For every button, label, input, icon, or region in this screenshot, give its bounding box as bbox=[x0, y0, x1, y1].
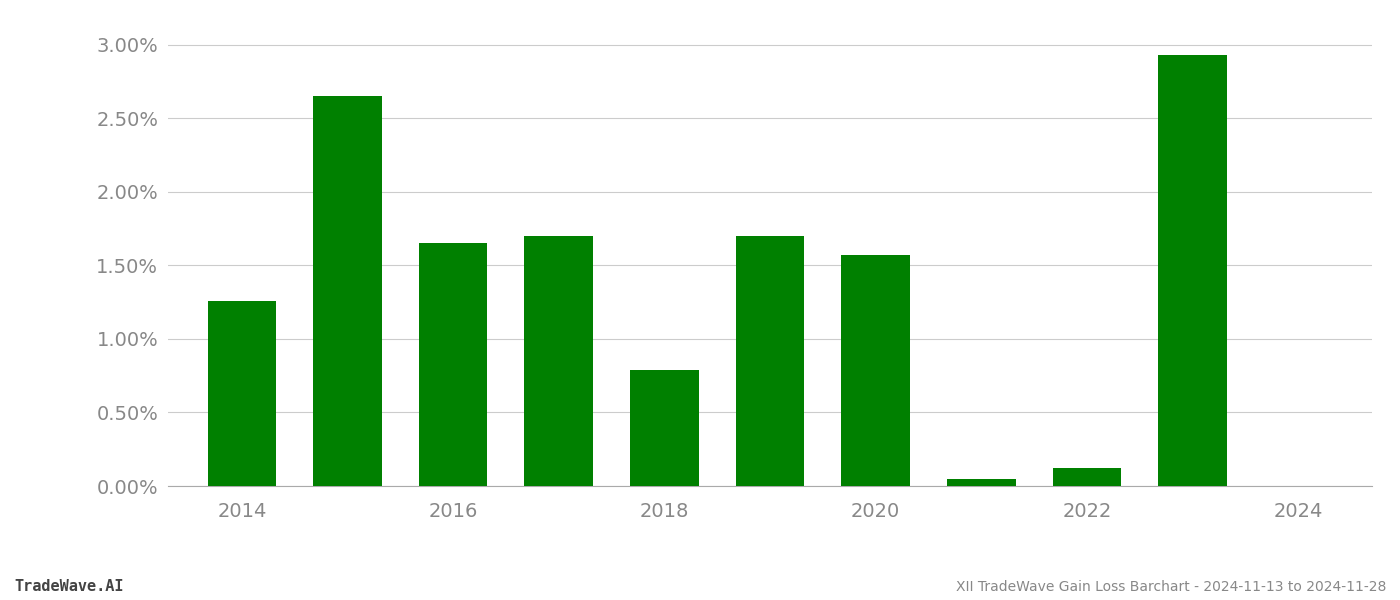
Bar bbox=[630, 370, 699, 486]
Bar bbox=[1158, 55, 1226, 486]
Bar bbox=[1053, 468, 1121, 486]
Bar bbox=[419, 243, 487, 486]
Bar bbox=[207, 301, 276, 486]
Text: XII TradeWave Gain Loss Barchart - 2024-11-13 to 2024-11-28: XII TradeWave Gain Loss Barchart - 2024-… bbox=[956, 580, 1386, 594]
Bar bbox=[946, 479, 1015, 486]
Text: TradeWave.AI: TradeWave.AI bbox=[14, 579, 123, 594]
Bar bbox=[841, 255, 910, 486]
Bar bbox=[314, 97, 382, 486]
Bar bbox=[525, 236, 594, 486]
Bar bbox=[735, 236, 805, 486]
